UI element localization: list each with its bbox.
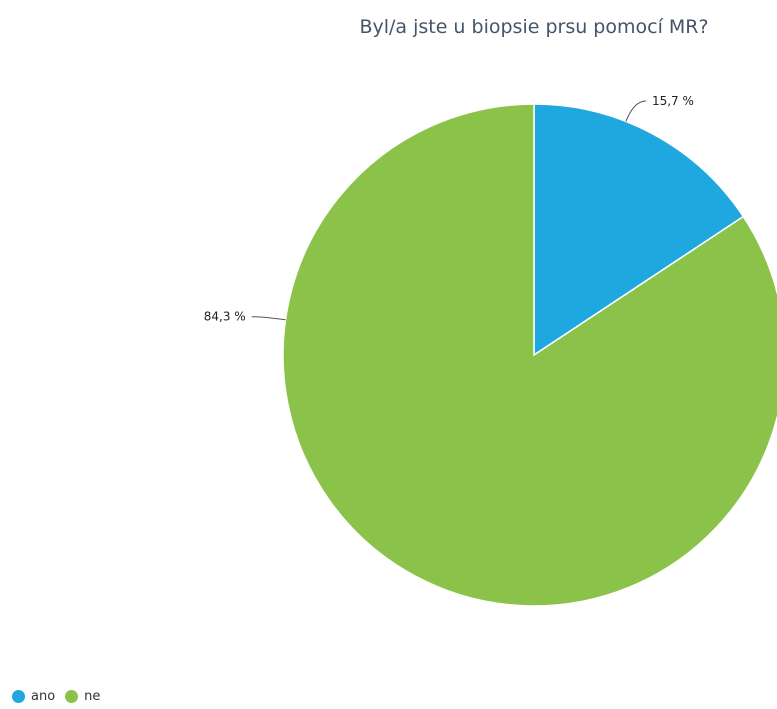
legend-swatch-ne: [65, 690, 79, 703]
pie-slice-ne[interactable]: [282, 103, 777, 607]
legend-label-ano: ano: [31, 689, 56, 704]
data-label-ano: 15,7 %: [652, 94, 694, 108]
legend-item-ano[interactable]: ano: [12, 689, 55, 704]
legend-label-ne: ne: [84, 689, 101, 704]
leader-line-ano: [625, 100, 646, 122]
legend-swatch-ano: [12, 690, 25, 703]
chart-legend: ano ne: [12, 689, 110, 704]
data-label-ne: 84,3 %: [204, 310, 246, 324]
pie-slice-ano[interactable]: [533, 103, 745, 357]
legend-item-ne[interactable]: ne: [65, 689, 100, 704]
leader-line-ne: [251, 316, 286, 321]
chart-title: Byl/a jste u biopsie prsu pomocí MR?: [359, 16, 709, 38]
